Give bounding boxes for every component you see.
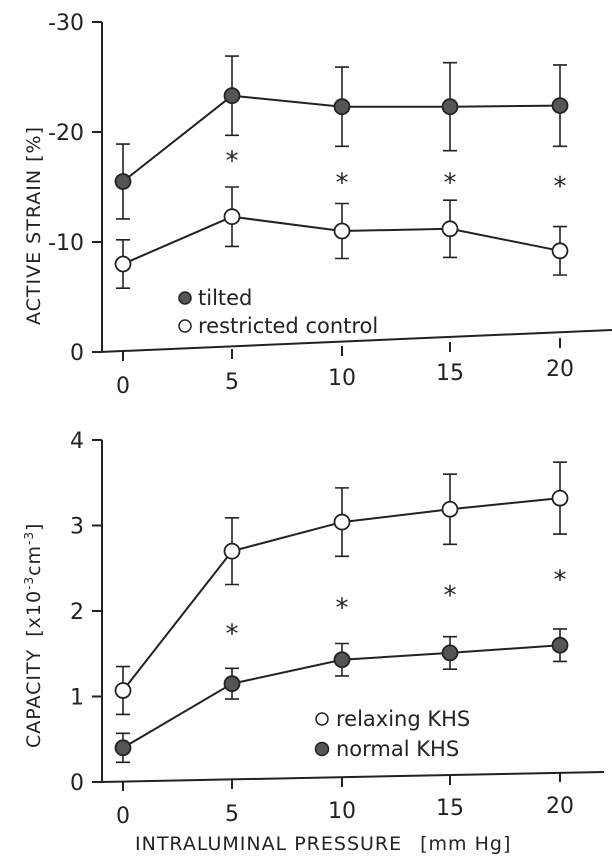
top-y-ticks: 0 -10 -20 -30 <box>48 11 102 366</box>
legend-item-restricted-control: restricted control <box>179 314 378 338</box>
bot-point-normal-khs <box>335 652 350 667</box>
bot-point-normal-khs <box>553 638 568 653</box>
bot-point-relaxing-khs <box>335 515 350 530</box>
top-point-restricted-control <box>553 243 568 258</box>
legend-label-normal-khs: normal KHS <box>336 737 459 761</box>
bot-point-relaxing-khs <box>116 683 131 698</box>
top-y-tick-label: 0 <box>70 341 84 366</box>
bot-point-normal-khs <box>116 740 131 755</box>
top-point-restricted-control <box>443 221 458 236</box>
legend-label-restricted-control: restricted control <box>198 314 378 338</box>
bot-point-normal-khs <box>443 645 458 660</box>
top-point-restricted-control <box>116 257 131 272</box>
bot-significance-star: * <box>336 594 349 624</box>
top-y-axis-title: ACTIVE STRAIN [%] <box>23 126 45 325</box>
top-x-ticks: 0 5 10 15 20 <box>116 338 574 399</box>
legend-item-tilted: tilted <box>179 286 252 310</box>
bot-significance-star: * <box>444 581 457 611</box>
top-significance-markers: * * * * <box>226 147 567 202</box>
top-y-tick-label: -30 <box>48 11 84 36</box>
bottom-x-axis-line <box>100 772 604 782</box>
bot-point-normal-khs <box>225 676 240 691</box>
top-point-tilted <box>443 99 458 114</box>
bot-point-relaxing-khs <box>443 502 458 517</box>
top-point-tilted <box>225 88 240 103</box>
bot-y-tick-label: 3 <box>70 515 84 540</box>
top-x-tick-label: 5 <box>225 370 239 395</box>
bot-x-tick-label: 5 <box>225 802 239 827</box>
top-significance-star: * <box>444 169 457 199</box>
top-point-tilted <box>553 98 568 113</box>
bot-x-tick-label: 15 <box>436 796 464 821</box>
legend-marker-open <box>316 713 328 725</box>
top-panel: 0-10-20-30 0 5 10 15 20 ACTIVE STRAIN [%] **… <box>23 11 612 399</box>
legend-label-tilted: tilted <box>198 286 252 310</box>
bot-y-tick-label: 2 <box>70 600 84 625</box>
legend-item-relaxing-khs: relaxing KHS <box>316 707 470 731</box>
top-legend: tilted restricted control <box>179 286 378 338</box>
legend-marker-filled <box>179 292 191 304</box>
bottom-y-ticks: 0 1 2 3 4 <box>70 429 102 796</box>
top-point-restricted-control <box>335 224 350 239</box>
top-x-tick-label: 20 <box>546 357 574 382</box>
bot-point-relaxing-khs <box>553 491 568 506</box>
bot-x-tick-label: 10 <box>328 799 356 824</box>
top-x-tick-label: 15 <box>436 361 464 386</box>
bottom-legend: relaxing KHS normal KHS <box>316 707 471 761</box>
bot-y-tick-label: 4 <box>70 429 84 454</box>
legend-marker-open <box>179 320 191 332</box>
legend-label-relaxing-khs: relaxing KHS <box>336 707 470 731</box>
bot-x-tick-label: 20 <box>546 794 574 819</box>
bottom-significance-markers: * * * * <box>226 566 567 650</box>
bot-x-tick-label: 0 <box>116 804 130 829</box>
bottom-panel: 0 1 2 3 4 0 5 10 15 20 CAPACITY[x10-3cm-3] INTRA… <box>22 429 604 855</box>
bottom-y-axis-title: CAPACITY[x10-3cm-3] <box>22 523 45 748</box>
top-x-tick-label: 10 <box>328 366 356 391</box>
top-significance-star: * <box>226 147 239 177</box>
top-significance-star: * <box>554 172 567 202</box>
bot-significance-star: * <box>554 566 567 596</box>
top-significance-star: * <box>336 169 349 199</box>
top-point-tilted <box>116 174 131 189</box>
legend-item-normal-khs: normal KHS <box>316 737 460 761</box>
bot-y-tick-label: 1 <box>70 686 84 711</box>
top-x-tick-label: 0 <box>116 374 130 399</box>
top-point-tilted <box>335 99 350 114</box>
bot-point-relaxing-khs <box>225 544 240 559</box>
bot-significance-star: * <box>226 619 239 649</box>
top-y-tick-label: -20 <box>48 121 84 146</box>
bottom-x-axis-title: INTRALUMINAL PRESSURE [mm Hg] <box>135 833 511 855</box>
legend-marker-filled <box>316 743 329 756</box>
bot-y-tick-label: 0 <box>70 771 84 796</box>
top-point-restricted-control <box>225 209 240 224</box>
top-y-tick-label: -10 <box>48 231 84 256</box>
